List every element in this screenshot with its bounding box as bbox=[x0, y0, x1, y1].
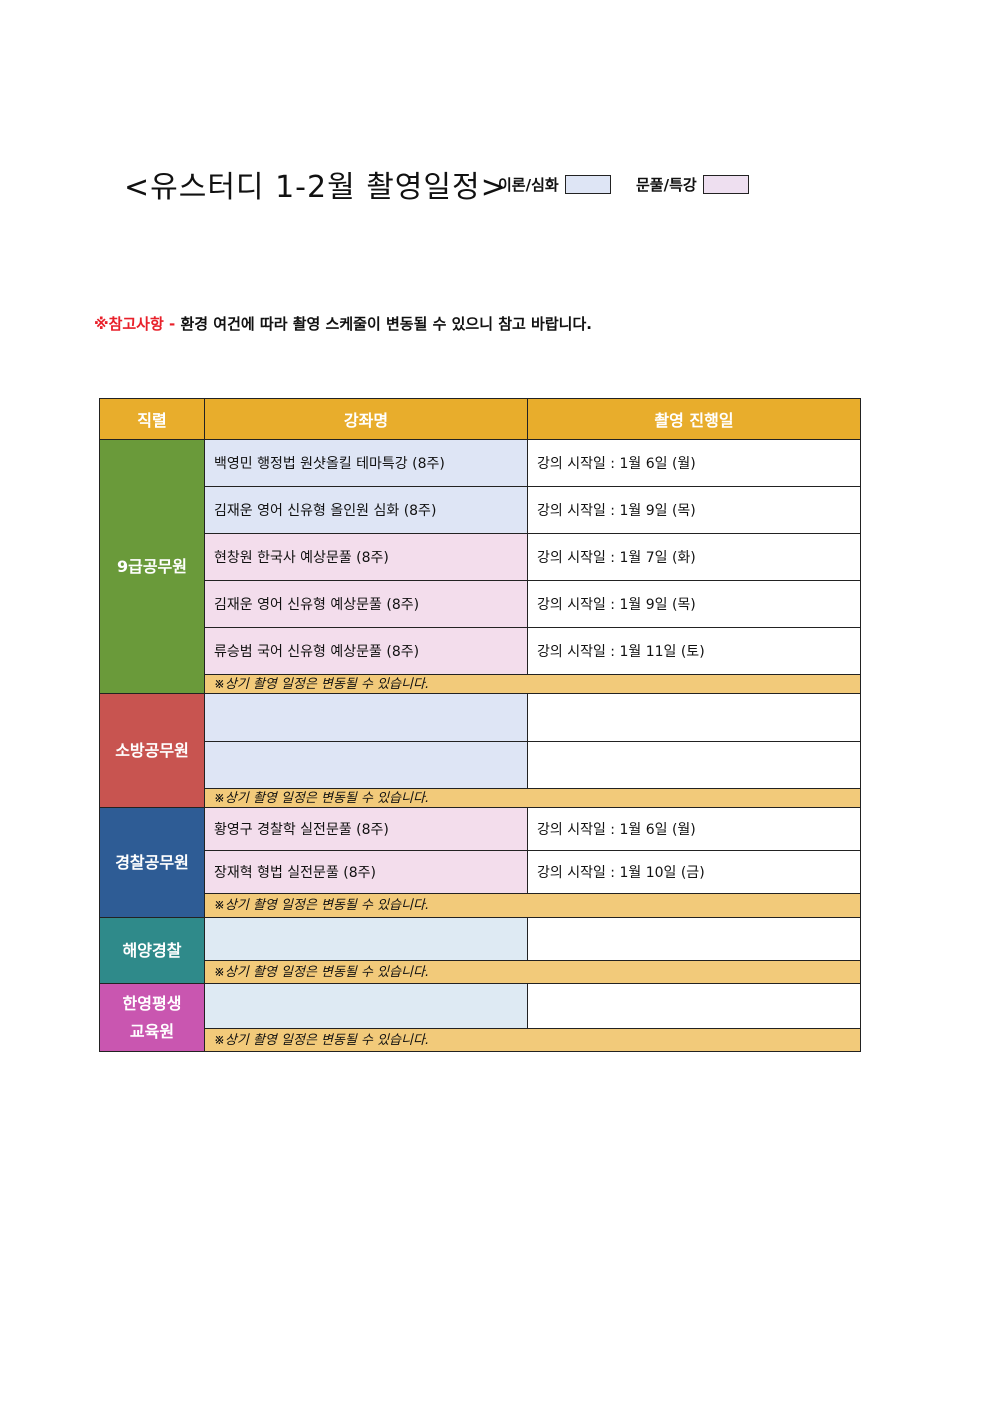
legend-swatch bbox=[702, 175, 749, 194]
course-cell bbox=[204, 741, 528, 789]
date-cell: 강의 시작일 : 1월 6일 (월) bbox=[527, 439, 861, 487]
note-cell: ※상기 촬영 일정은 변동될 수 있습니다. bbox=[204, 674, 861, 694]
table-row: 9급공무원 백영민 행정법 원샷올킬 테마특강 (8주) 강의 시작일 : 1월… bbox=[99, 439, 861, 694]
date-cell: 강의 시작일 : 1월 11일 (토) bbox=[527, 627, 861, 675]
course-cell: 류승범 국어 신유형 예상문풀 (8주) bbox=[204, 627, 528, 675]
date-cell bbox=[527, 741, 861, 789]
date-cell: 강의 시작일 : 1월 9일 (목) bbox=[527, 580, 861, 628]
date-cell: 강의 시작일 : 1월 7일 (화) bbox=[527, 533, 861, 581]
table-row: 경찰공무원 황영구 경찰학 실전문풀 (8주) 강의 시작일 : 1월 6일 (… bbox=[99, 807, 861, 918]
course-cell bbox=[204, 983, 528, 1029]
schedule-table: 직렬 강좌명 촬영 진행일 9급공무원 백영민 행정법 원샷올킬 테마특강 (8… bbox=[99, 398, 861, 1052]
note-cell: ※상기 촬영 일정은 변동될 수 있습니다. bbox=[204, 788, 861, 808]
header-date: 촬영 진행일 bbox=[527, 398, 861, 440]
table-row: 김재운 영어 신유형 올인원 심화 (8주) 강의 시작일 : 1월 9일 (목… bbox=[100, 486, 861, 534]
header-course: 강좌명 bbox=[204, 398, 528, 440]
date-cell bbox=[527, 917, 861, 961]
category-cell: 한영평생 교육원 bbox=[99, 983, 205, 1052]
table-row: 한영평생 교육원 bbox=[99, 983, 861, 1052]
notice-label: ※참고사항 - bbox=[94, 315, 176, 333]
category-cell: 9급공무원 bbox=[99, 439, 205, 694]
category-cell: 소방공무원 bbox=[99, 693, 205, 808]
category-cell: 경찰공무원 bbox=[99, 807, 205, 918]
note-row: ※상기 촬영 일정은 변동될 수 있습니다. bbox=[100, 893, 861, 918]
table-row: 김재운 영어 신유형 예상문풀 (8주) 강의 시작일 : 1월 9일 (목) bbox=[100, 580, 861, 628]
header-category: 직렬 bbox=[99, 398, 205, 440]
course-cell: 백영민 행정법 원샷올킬 테마특강 (8주) bbox=[204, 439, 528, 487]
notice-text: 환경 여건에 따라 촬영 스케줄이 변동될 수 있으니 참고 바랍니다. bbox=[175, 315, 592, 333]
date-cell: 강의 시작일 : 1월 6일 (월) bbox=[527, 807, 861, 851]
date-cell bbox=[527, 983, 861, 1029]
legend-swatch bbox=[564, 175, 611, 194]
note-row: ※상기 촬영 일정은 변동될 수 있습니다. bbox=[100, 674, 861, 694]
table-row: 소방공무원 bbox=[99, 693, 861, 808]
date-cell: 강의 시작일 : 1월 9일 (목) bbox=[527, 486, 861, 534]
note-cell: ※상기 촬영 일정은 변동될 수 있습니다. bbox=[204, 893, 861, 918]
note-cell: ※상기 촬영 일정은 변동될 수 있습니다. bbox=[204, 960, 861, 984]
course-cell: 장재혁 형법 실전문풀 (8주) bbox=[204, 850, 528, 894]
course-cell: 현창원 한국사 예상문풀 (8주) bbox=[204, 533, 528, 581]
table-row: 류승범 국어 신유형 예상문풀 (8주) 강의 시작일 : 1월 11일 (토) bbox=[100, 627, 861, 675]
header-row: 직렬 강좌명 촬영 진행일 bbox=[99, 398, 861, 440]
legend-label: 문풀/특강 bbox=[636, 176, 697, 194]
course-cell bbox=[204, 693, 528, 742]
date-cell bbox=[527, 693, 861, 742]
note-row: ※상기 촬영 일정은 변동될 수 있습니다. bbox=[100, 788, 861, 808]
legend-problem: 문풀/특강 bbox=[636, 174, 749, 195]
table-row: 현창원 한국사 예상문풀 (8주) 강의 시작일 : 1월 7일 (화) bbox=[100, 533, 861, 581]
date-cell: 강의 시작일 : 1월 10일 (금) bbox=[527, 850, 861, 894]
category-cell: 해양경찰 bbox=[99, 917, 205, 984]
course-cell: 김재운 영어 신유형 올인원 심화 (8주) bbox=[204, 486, 528, 534]
course-cell: 김재운 영어 신유형 예상문풀 (8주) bbox=[204, 580, 528, 628]
legend-label: 이론/심화 bbox=[498, 176, 559, 194]
note-row: ※상기 촬영 일정은 변동될 수 있습니다. bbox=[100, 960, 861, 984]
notice: ※참고사항 - 환경 여건에 따라 촬영 스케줄이 변동될 수 있으니 참고 바… bbox=[94, 313, 592, 334]
page-title: <유스터디 1-2월 촬영일정> bbox=[124, 170, 507, 205]
table-row bbox=[100, 741, 861, 789]
legend-theory: 이론/심화 bbox=[498, 174, 611, 195]
table-row: 장재혁 형법 실전문풀 (8주) 강의 시작일 : 1월 10일 (금) bbox=[100, 850, 861, 894]
table-row: 해양경찰 bbox=[99, 917, 861, 984]
note-row: ※상기 촬영 일정은 변동될 수 있습니다. bbox=[100, 1028, 861, 1052]
course-cell: 황영구 경찰학 실전문풀 (8주) bbox=[204, 807, 528, 851]
note-cell: ※상기 촬영 일정은 변동될 수 있습니다. bbox=[204, 1028, 861, 1052]
course-cell bbox=[204, 917, 528, 961]
